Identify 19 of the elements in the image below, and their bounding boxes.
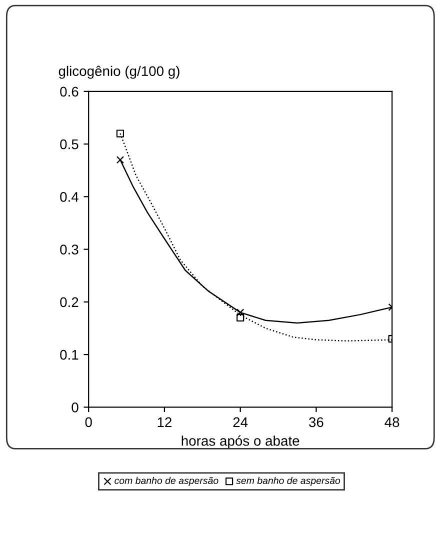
y-tick-label: 0.3 [60, 244, 78, 254]
y-tick-label: 0.5 [60, 139, 78, 150]
y-tick-label: 0.1 [60, 350, 78, 360]
y-tick-label: 0.2 [60, 297, 78, 308]
legend-label: sem banho de aspersão [236, 476, 340, 486]
point [116, 156, 124, 164]
x-tick-label: 48 [384, 417, 400, 428]
y-axis-title: glicogênio (g/100 g) [58, 66, 180, 79]
x-tick-label: 0 [85, 417, 92, 428]
x-tick-label: 12 [158, 417, 172, 427]
y-tick-label: 0 [72, 402, 78, 412]
point [236, 314, 244, 322]
legend-label: com banho de aspersão [114, 476, 218, 486]
y-tick-label: 0.4 [60, 192, 78, 202]
x-axis-title: horas após o abate [182, 435, 300, 449]
x-tick-label: 24 [233, 417, 248, 427]
x-tick-label: 36 [308, 417, 324, 428]
point [116, 130, 124, 138]
y-tick-label: 0.6 [60, 86, 78, 97]
